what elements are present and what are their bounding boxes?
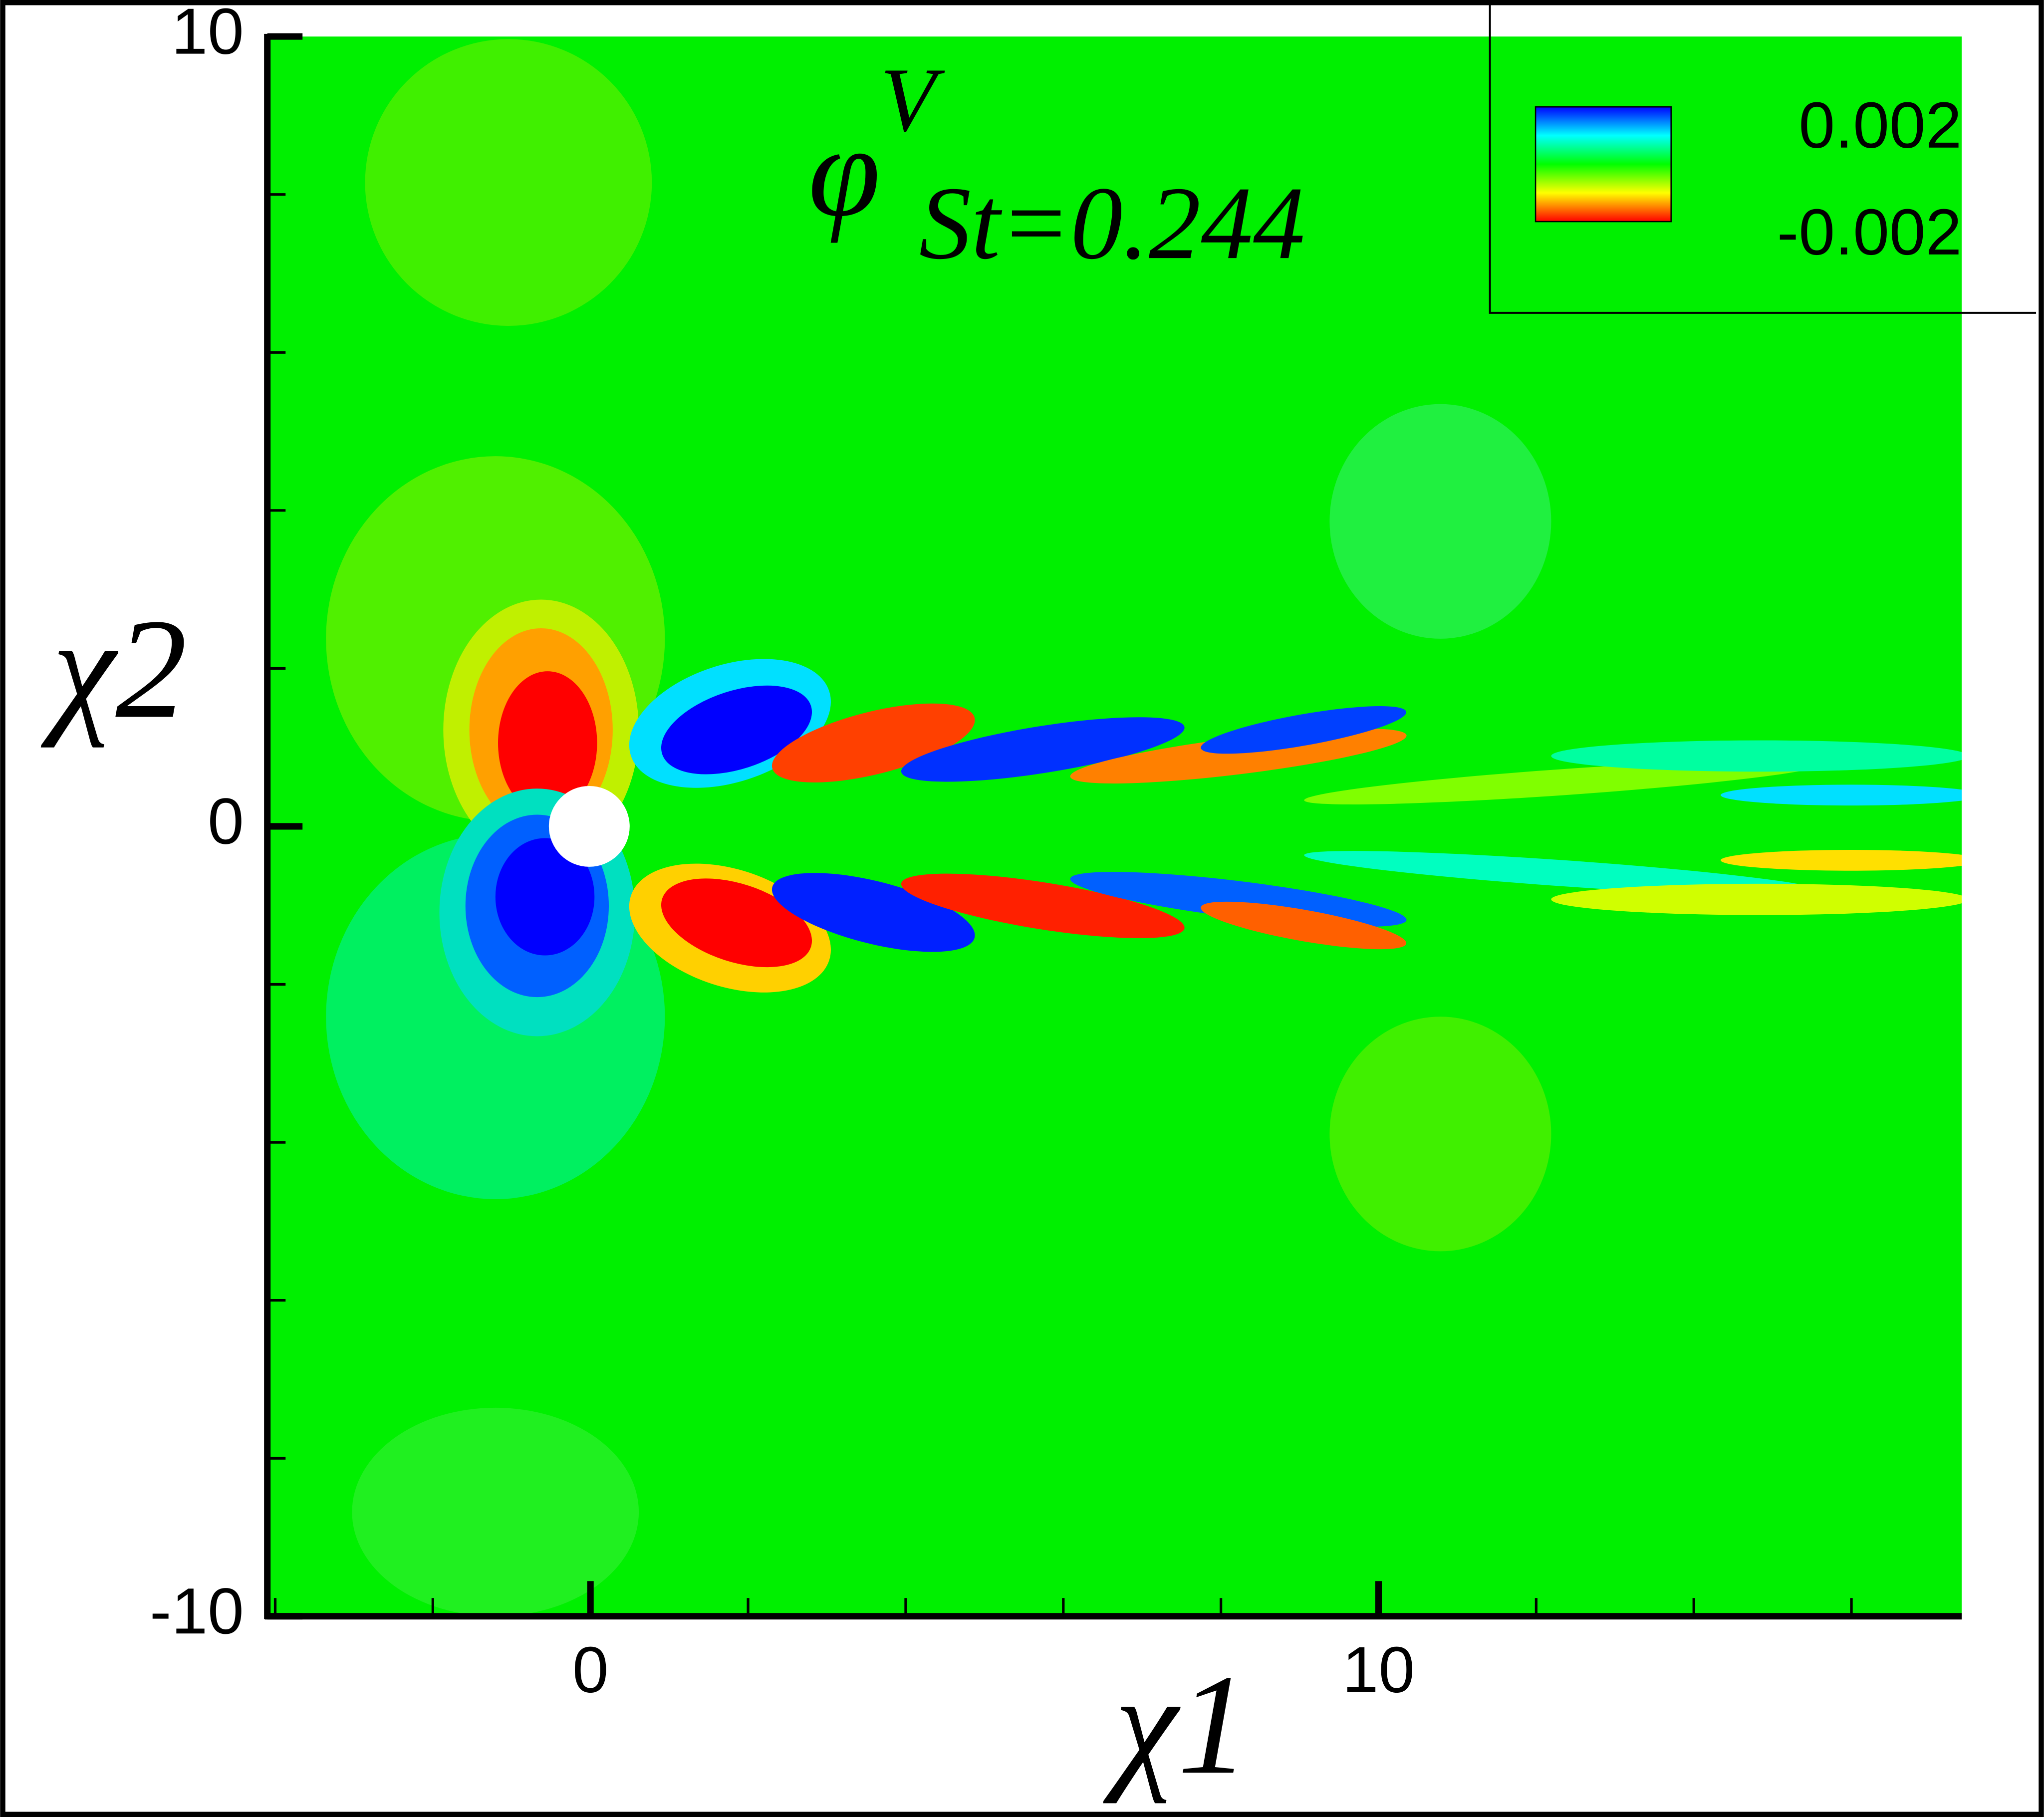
x-axis-label: χ1 — [1101, 1645, 1250, 1804]
contour-field — [267, 36, 1962, 1616]
y-tick-label: 0 — [208, 784, 244, 857]
y-axis-label: χ2 — [39, 590, 187, 749]
title-symbol: φ — [808, 99, 881, 244]
legend-box — [1489, 0, 2037, 314]
colorbar-label: 0.002 — [1798, 89, 1962, 162]
x-tick-label: 10 — [1342, 1633, 1415, 1706]
y-tick-label: -10 — [150, 1574, 244, 1647]
x-tick-label: 0 — [572, 1633, 609, 1706]
chart-title: φV St=0.244 — [808, 49, 1305, 281]
title-subscript: St=0.244 — [919, 166, 1305, 281]
colorbar — [1534, 106, 1672, 223]
y-tick-label: 10 — [171, 0, 244, 68]
colorbar-label: -0.002 — [1777, 196, 1962, 268]
title-superscript: V — [880, 49, 945, 150]
